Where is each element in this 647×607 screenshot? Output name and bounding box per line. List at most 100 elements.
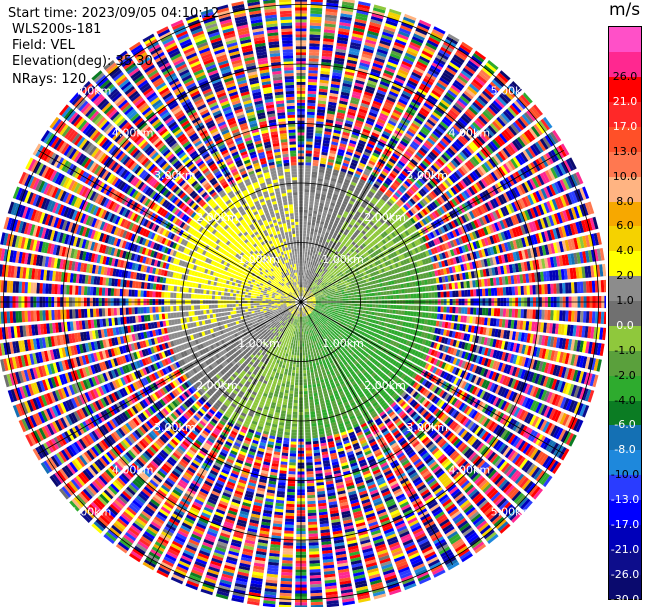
- velocity-gate: [362, 290, 366, 294]
- velocity-gate: [363, 307, 367, 311]
- velocity-gate: [330, 299, 334, 301]
- velocity-gate: [320, 157, 327, 162]
- velocity-gate: [324, 203, 330, 208]
- velocity-gate: [317, 260, 320, 265]
- velocity-gate: [353, 175, 360, 181]
- velocity-gate: [328, 260, 332, 265]
- velocity-gate: [348, 238, 353, 243]
- velocity-gate: [319, 85, 328, 90]
- velocity-gate: [420, 128, 429, 136]
- velocity-gate: [353, 231, 359, 237]
- velocity-gate: [529, 309, 533, 319]
- velocity-gate: [305, 266, 308, 270]
- velocity-gate: [403, 87, 414, 95]
- velocity-gate: [361, 313, 366, 317]
- velocity-gate: [315, 226, 319, 230]
- velocity-gate: [365, 310, 369, 315]
- velocity-gate: [327, 296, 331, 299]
- velocity-gate: [339, 307, 343, 310]
- velocity-gate: [308, 67, 318, 71]
- velocity-gate: [327, 299, 331, 302]
- velocity-gate: [303, 266, 306, 270]
- velocity-gate: [345, 176, 352, 181]
- velocity-gate: [349, 164, 356, 170]
- velocity-gate: [357, 208, 363, 214]
- velocity-gate: [346, 233, 352, 238]
- velocity-gate: [309, 264, 312, 268]
- velocity-gate: [305, 165, 311, 169]
- velocity-gate: [307, 282, 310, 286]
- velocity-gate: [322, 142, 330, 147]
- velocity-gate: [302, 287, 304, 291]
- velocity-gate: [333, 299, 337, 301]
- velocity-gate: [312, 213, 317, 218]
- velocity-gate: [308, 210, 313, 214]
- velocity-gate: [346, 226, 352, 231]
- velocity-gate: [306, 260, 309, 264]
- velocity-gate: [383, 313, 387, 318]
- velocity-gate: [332, 132, 341, 137]
- velocity-gate: [314, 266, 318, 270]
- velocity-gate: [301, 275, 303, 279]
- velocity-gate: [331, 174, 338, 180]
- velocity-gate: [353, 27, 365, 33]
- velocity-gate: [359, 178, 366, 184]
- velocity-gate: [553, 310, 557, 321]
- velocity-gate: [363, 304, 367, 307]
- velocity-gate: [329, 95, 338, 100]
- velocity-gate: [339, 294, 343, 297]
- velocity-gate: [324, 251, 328, 255]
- velocity-gate: [408, 77, 419, 85]
- velocity-gate: [345, 236, 350, 241]
- velocity-gate: [406, 130, 415, 137]
- velocity-gate: [348, 306, 352, 309]
- velocity-gate: [343, 312, 348, 316]
- velocity-gate: [316, 112, 325, 116]
- velocity-gate: [320, 196, 326, 201]
- velocity-gate: [407, 311, 411, 316]
- velocity-gate: [306, 123, 314, 127]
- velocity-gate: [354, 122, 363, 128]
- velocity-gate: [317, 232, 321, 237]
- velocity-gate: [464, 65, 476, 75]
- velocity-gate: [313, 210, 318, 215]
- velocity-gate: [307, 227, 311, 232]
- velocity-gate: [394, 179, 401, 186]
- velocity-gate: [347, 293, 352, 296]
- velocity-gate: [324, 297, 328, 299]
- velocity-gate: [348, 186, 355, 192]
- velocity-gate: [313, 279, 316, 283]
- velocity-gate: [391, 111, 401, 119]
- velocity-gate: [371, 185, 378, 192]
- velocity-gate: [380, 78, 391, 85]
- velocity-gate: [321, 300, 325, 302]
- velocity-gate: [309, 204, 314, 208]
- velocity-gate: [360, 102, 370, 109]
- velocity-gate: [341, 187, 347, 192]
- velocity-gate: [309, 237, 313, 241]
- velocity-gate: [320, 252, 324, 257]
- velocity-gate: [365, 206, 372, 212]
- velocity-gate: [401, 289, 405, 294]
- velocity-gate: [434, 292, 438, 298]
- velocity-gate: [442, 96, 452, 106]
- velocity-gate: [443, 94, 454, 103]
- velocity-gate: [386, 96, 396, 103]
- velocity-gate: [461, 41, 473, 51]
- velocity-gate: [407, 47, 419, 55]
- velocity-gate: [339, 299, 343, 301]
- velocity-gate: [349, 221, 355, 226]
- velocity-gate: [392, 309, 396, 314]
- velocity-gate: [313, 234, 317, 239]
- velocity-gate: [381, 196, 388, 202]
- velocity-gate: [354, 173, 361, 179]
- velocity-gate: [310, 287, 313, 291]
- velocity-gate: [338, 103, 347, 108]
- velocity-gate: [325, 232, 329, 236]
- velocity-gate: [442, 72, 453, 81]
- velocity-gate: [311, 284, 314, 288]
- velocity-gate: [333, 222, 338, 227]
- velocity-gate: [309, 43, 320, 47]
- velocity-gate: [338, 290, 342, 293]
- velocity-gate: [302, 281, 304, 285]
